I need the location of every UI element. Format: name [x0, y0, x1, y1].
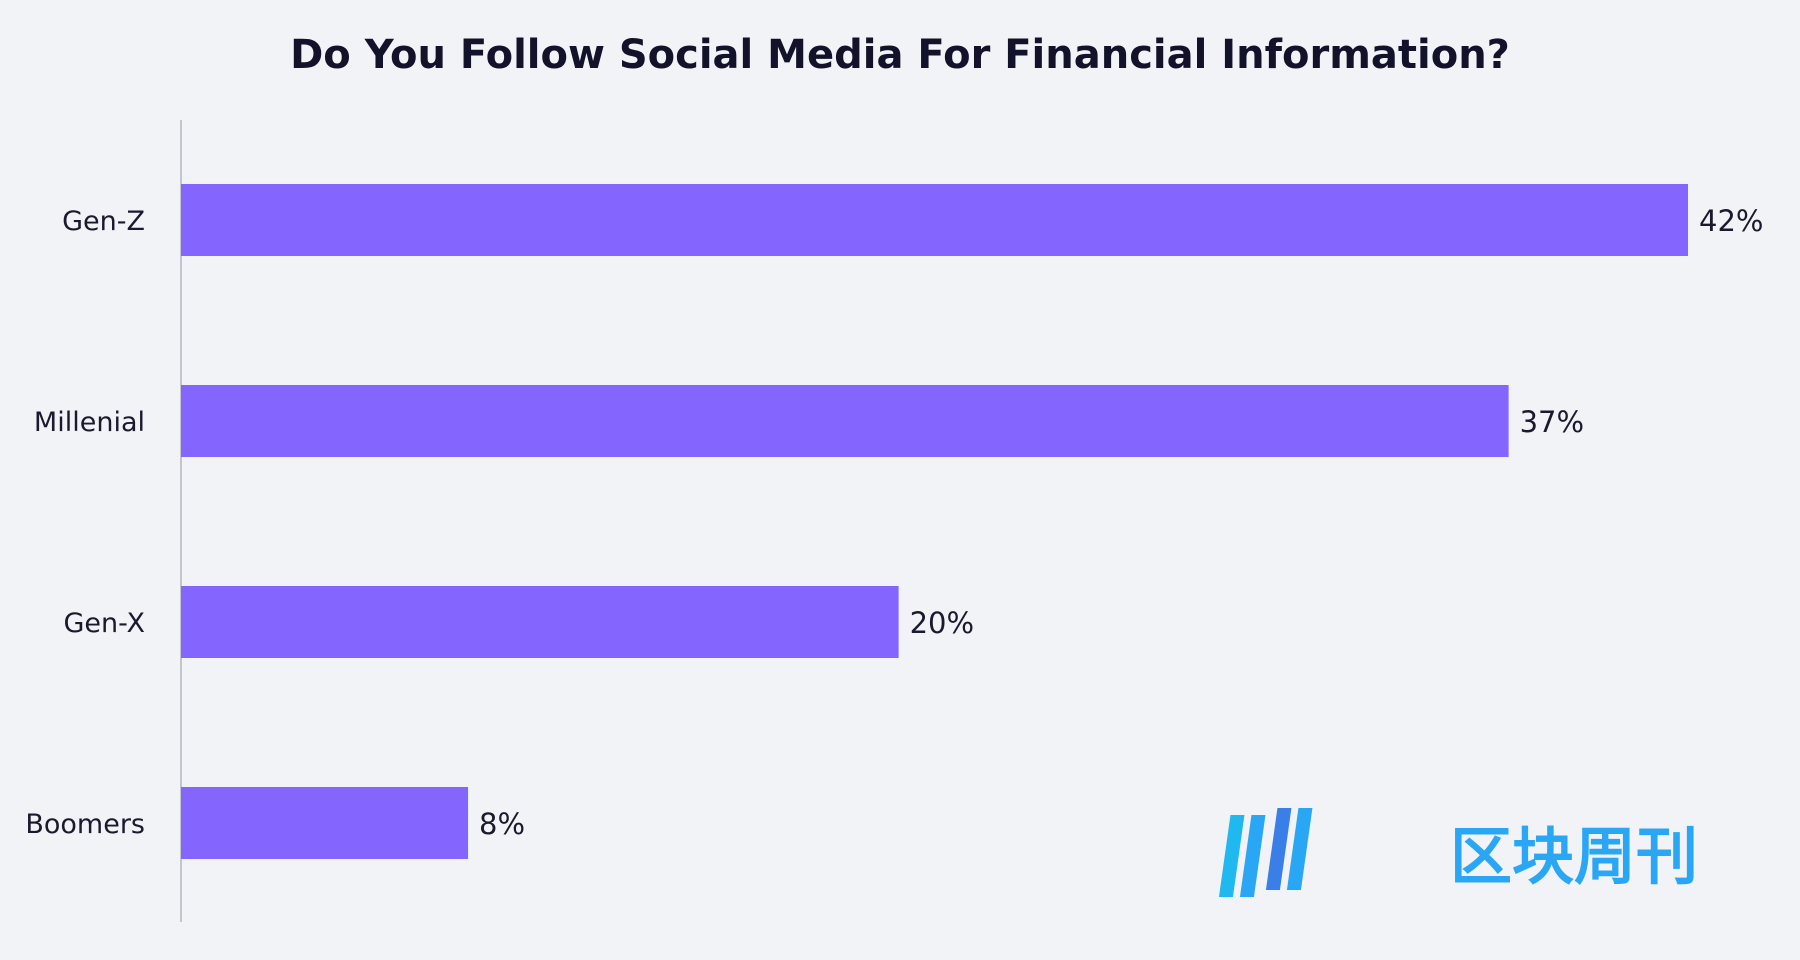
bar-millenial — [181, 385, 1509, 457]
category-label: Gen-X — [63, 608, 145, 639]
value-label: 42% — [1699, 204, 1763, 238]
value-label: 37% — [1520, 405, 1584, 439]
bar-gen-x — [181, 586, 899, 658]
category-label: Millenial — [34, 407, 145, 438]
chart-title: Do You Follow Social Media For Financial… — [290, 32, 1510, 78]
value-label: 20% — [910, 606, 974, 640]
bar-boomers — [181, 787, 469, 859]
value-label: 8% — [479, 807, 525, 841]
watermark-text: 区块周刊 — [1450, 820, 1698, 893]
category-label: Gen-Z — [62, 206, 145, 237]
bar-group: Gen-Z 42% Millenial 37% Gen-X 20% Boomers 8% — [25, 184, 1763, 859]
bar-gen-z — [181, 184, 1688, 256]
watermark: 区块周刊 — [1218, 808, 1698, 897]
category-label: Boomers — [25, 809, 145, 840]
bar-logo-icon — [1218, 808, 1313, 897]
